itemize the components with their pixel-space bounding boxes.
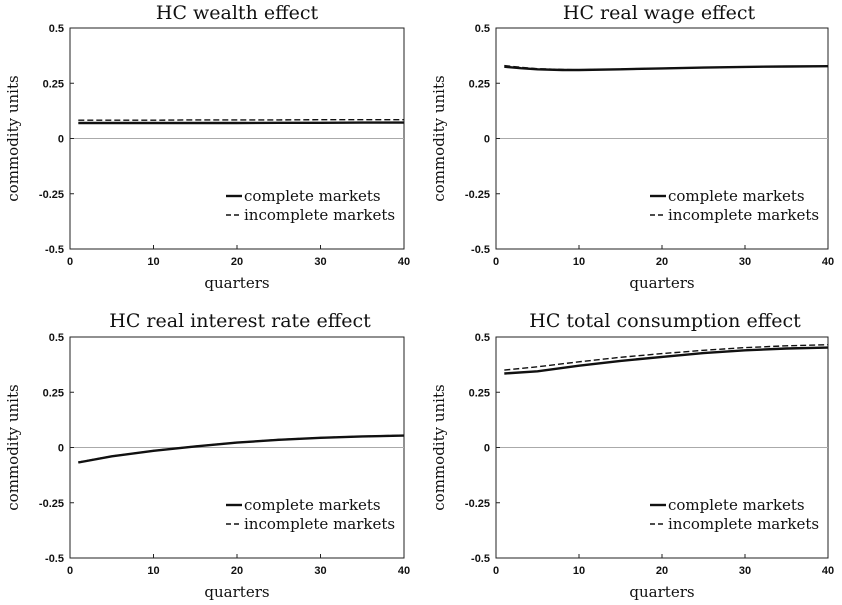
y-tick-label: 0: [484, 443, 490, 455]
series-line-incomplete: [504, 64, 829, 71]
legend-label: complete markets: [244, 496, 381, 514]
series-line-complete: [504, 346, 829, 375]
series-line-complete: [78, 434, 405, 464]
chart-panel-3: HC real interest rate effect 0 10 20 30 40 0.5…: [4, 310, 410, 601]
chart-panel-4: HC total consumption effect 0 10 20 30 40 0.5 0…: [430, 310, 834, 601]
series-line-incomplete: [78, 434, 405, 463]
y-axis-label: commodity units: [4, 384, 22, 510]
y-tick-label: 0: [58, 443, 64, 455]
y-tick-label: -0.5: [471, 553, 490, 565]
x-tick-label: 10: [147, 256, 159, 268]
y-tick-label: -0.25: [465, 189, 490, 201]
panel-title: HC real interest rate effect: [109, 310, 371, 332]
panel-title: HC wealth effect: [156, 2, 319, 24]
panel-title: HC real wage effect: [563, 2, 756, 24]
x-tick-label: 40: [822, 565, 834, 577]
y-tick-label: 0.5: [49, 332, 64, 344]
series-line-incomplete: [504, 344, 829, 371]
y-axis-label: commodity units: [430, 75, 448, 201]
x-tick-label: 0: [67, 565, 73, 577]
x-axis-label: quarters: [629, 583, 694, 601]
x-axis-label: quarters: [204, 583, 269, 601]
legend-label: incomplete markets: [668, 206, 819, 224]
x-tick-label: 10: [147, 565, 159, 577]
x-tick-label: 0: [493, 565, 499, 577]
legend-label: incomplete markets: [244, 515, 395, 533]
x-tick-label: 30: [739, 565, 751, 577]
y-tick-label: 0.5: [475, 332, 490, 344]
x-tick-label: 10: [573, 565, 585, 577]
y-tick-label: -0.25: [465, 498, 490, 510]
y-axis-label: commodity units: [4, 75, 22, 201]
y-tick-label: 0: [58, 134, 64, 146]
y-tick-label: 0.25: [469, 387, 490, 399]
y-tick-label: 0.5: [49, 23, 64, 35]
x-tick-label: 20: [231, 565, 243, 577]
x-tick-label: 0: [67, 256, 73, 268]
y-tick-label: -0.25: [39, 498, 64, 510]
y-tick-label: -0.25: [39, 189, 64, 201]
x-tick-label: 30: [314, 565, 326, 577]
y-tick-label: -0.5: [471, 244, 490, 256]
legend-label: complete markets: [244, 187, 381, 205]
x-tick-label: 10: [573, 256, 585, 268]
y-tick-label: 0: [484, 134, 490, 146]
x-tick-label: 20: [656, 256, 668, 268]
chart-panel-1: HC wealth effect 0 10 20 30 40 0.5 0.25 0 -0.25 -0…: [4, 2, 410, 292]
y-tick-label: -0.5: [45, 553, 64, 565]
y-tick-label: 0.25: [43, 78, 64, 90]
x-tick-label: 20: [231, 256, 243, 268]
series-line-incomplete: [78, 118, 404, 121]
y-tick-label: -0.5: [45, 244, 64, 256]
legend-label: incomplete markets: [244, 206, 395, 224]
x-tick-label: 40: [398, 256, 410, 268]
chart-panel-2: HC real wage effect 0 10 20 30 40 0.5 0.25 0 -0.2…: [430, 2, 834, 292]
legend-label: complete markets: [668, 496, 805, 514]
panel-title: HC total consumption effect: [529, 310, 801, 332]
x-axis-label: quarters: [629, 274, 694, 292]
x-tick-label: 30: [739, 256, 751, 268]
x-tick-label: 30: [314, 256, 326, 268]
y-tick-label: 0.25: [43, 387, 64, 399]
x-tick-label: 20: [656, 565, 668, 577]
x-tick-label: 40: [398, 565, 410, 577]
legend-label: complete markets: [668, 187, 805, 205]
y-tick-label: 0.5: [475, 23, 490, 35]
y-axis-label: commodity units: [430, 384, 448, 510]
y-tick-label: 0.25: [469, 78, 490, 90]
x-tick-label: 0: [493, 256, 499, 268]
x-tick-label: 40: [822, 256, 834, 268]
x-axis-label: quarters: [204, 274, 269, 292]
legend-label: incomplete markets: [668, 515, 819, 533]
